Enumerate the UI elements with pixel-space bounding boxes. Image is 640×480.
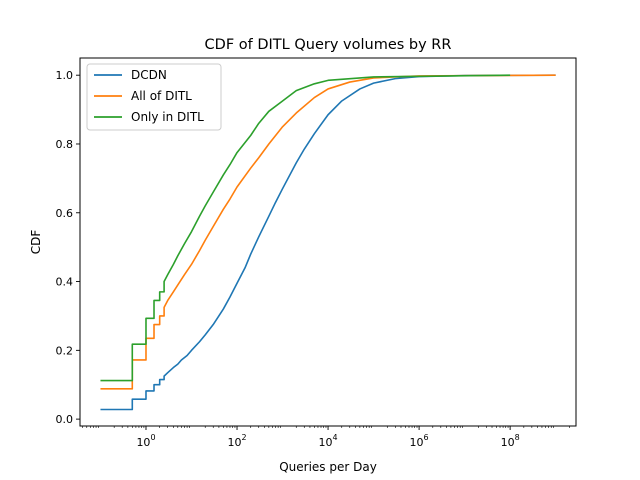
x-tick-label: 100 <box>136 433 155 449</box>
series-line-only-in-ditl <box>100 74 511 382</box>
legend-box <box>86 63 222 131</box>
series-layer <box>100 74 556 411</box>
x-tick-label: 104 <box>319 433 338 449</box>
chart-title: CDF of DITL Query volumes by RR <box>205 37 452 53</box>
y-axis: 0.0 0.2 0.4 0.6 0.8 1.0 <box>56 69 80 426</box>
y-tick-label: 0.0 <box>56 413 74 426</box>
y-tick-label: 0.4 <box>56 276 74 289</box>
series-line-all-of-ditl <box>100 74 556 390</box>
x-axis-label: Queries per Day <box>279 460 377 474</box>
series-line-dcdn <box>100 74 556 411</box>
y-tick-label: 0.8 <box>56 138 74 151</box>
legend-label-dcdn: DCDN <box>131 68 167 82</box>
legend: DCDN All of DITL Only in DITL <box>86 63 222 131</box>
x-axis: 100 102 104 106 108 <box>82 426 570 449</box>
y-tick-label: 0.6 <box>56 207 74 220</box>
legend-label-all-of-ditl: All of DITL <box>131 89 192 103</box>
x-tick-label: 108 <box>501 433 520 449</box>
y-tick-label: 1.0 <box>56 69 74 82</box>
legend-label-only-in-ditl: Only in DITL <box>131 110 204 124</box>
y-tick-label: 0.2 <box>56 344 74 357</box>
x-tick-label: 102 <box>227 433 246 449</box>
y-axis-label: CDF <box>29 230 43 255</box>
x-tick-label: 106 <box>410 433 429 449</box>
